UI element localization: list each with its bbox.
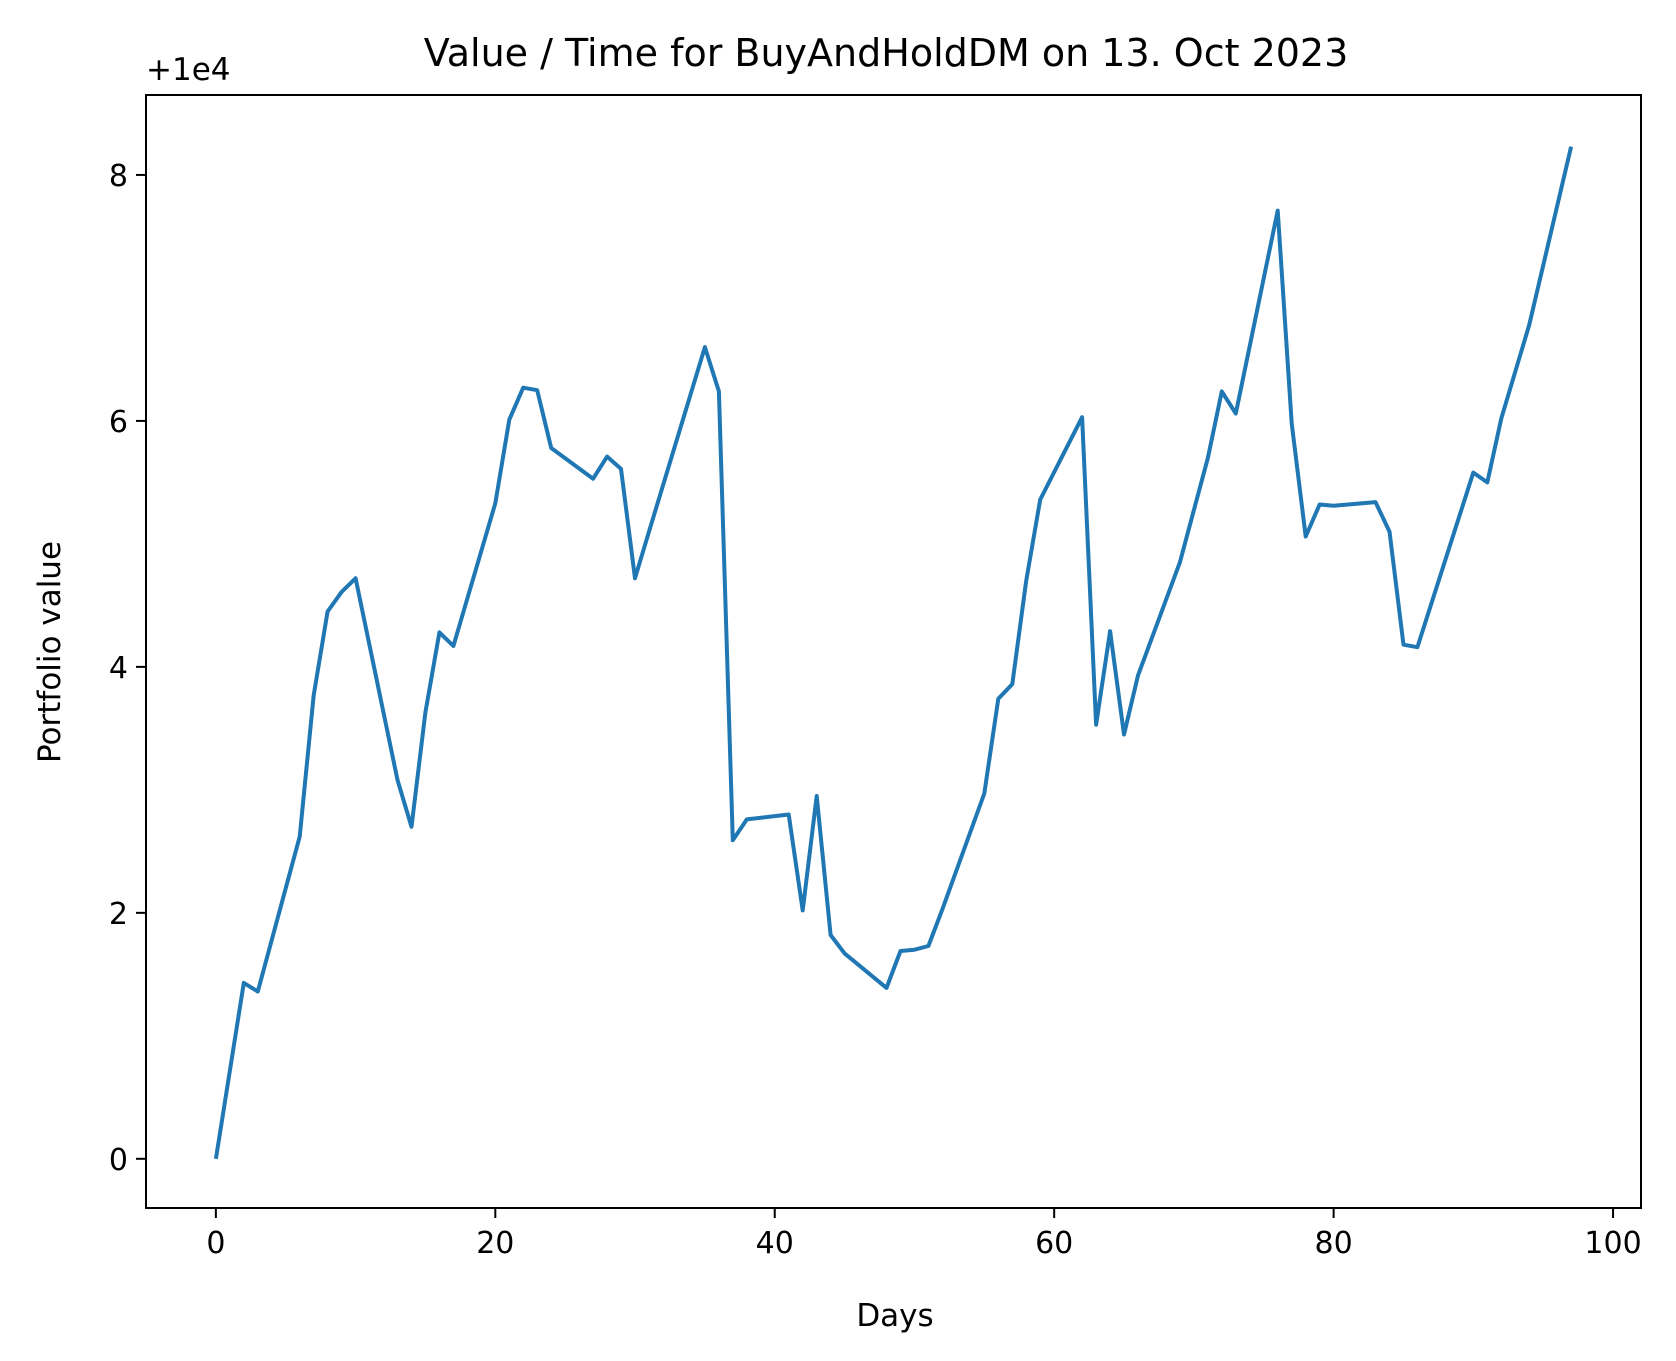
y-axis-title: Portfolio value [32,541,68,763]
x-tick-label: 20 [476,1226,514,1261]
y-tick-label: 8 [109,159,128,194]
plot-area [213,146,1574,1160]
plot-frame [145,94,1642,1209]
series-line-0 [213,146,1574,1160]
x-tick-label: 100 [1584,1226,1641,1261]
y-tick-label: 6 [109,405,128,440]
y-axis-ticks: 0 2 4 6 8 [109,159,146,1178]
y-tick-label: 2 [109,897,128,932]
x-tick-label: 80 [1315,1226,1353,1261]
x-axis-title: Days [856,1298,933,1334]
y-tick-label: 0 [109,1143,128,1178]
x-tick-label: 60 [1035,1226,1073,1261]
x-axis-ticks: 0 20 40 60 80 100 [206,1208,1642,1261]
x-tick-label: 40 [756,1226,794,1261]
chart-title: Value / Time for BuyAndHoldDM on 13. Oct… [424,31,1349,75]
x-tick-label: 0 [206,1226,225,1261]
y-tick-label: 4 [109,651,128,686]
y-axis-offset-label: +1e4 [146,52,231,88]
